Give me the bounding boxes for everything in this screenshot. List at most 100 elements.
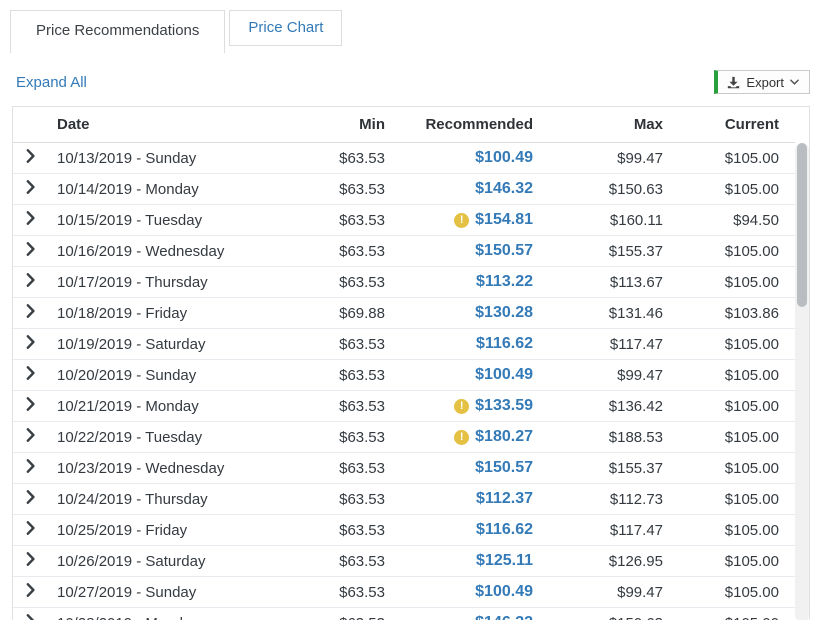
min-price-cell: $63.53 [339, 180, 385, 198]
date-cell: 10/21/2019 - Monday [57, 397, 199, 415]
max-price-cell: $99.47 [617, 149, 663, 167]
table-row[interactable]: 10/17/2019 - Thursday $63.53 ! $113.22 $… [13, 267, 795, 298]
table-row[interactable]: 10/22/2019 - Tuesday $63.53 ! $180.27 $1… [13, 422, 795, 453]
recommended-price-cell: ! $150.57 [399, 459, 549, 477]
expand-row-button[interactable] [13, 490, 57, 508]
recommended-price-cell: ! $146.32 [399, 614, 549, 620]
column-header-min: Min [359, 116, 385, 133]
expand-row-button[interactable] [13, 614, 57, 620]
date-cell: 10/14/2019 - Monday [57, 180, 199, 198]
date-cell: 10/13/2019 - Sunday [57, 149, 197, 167]
expand-row-button[interactable] [13, 211, 57, 229]
recommended-price-cell: ! $112.37 [399, 490, 549, 508]
export-button-label: Export [746, 74, 784, 90]
export-button[interactable]: Export [714, 70, 810, 94]
tab-price-chart[interactable]: Price Chart [229, 10, 343, 46]
table-row[interactable]: 10/15/2019 - Tuesday $63.53 ! $154.81 $1… [13, 205, 795, 236]
max-price-cell: $117.47 [609, 335, 663, 353]
expand-row-button[interactable] [13, 459, 57, 477]
chevron-right-icon [26, 335, 35, 353]
chevron-right-icon [26, 149, 35, 167]
current-price-cell: $105.00 [724, 366, 779, 384]
column-header-recommended: Recommended [425, 116, 533, 133]
chevron-right-icon [26, 273, 35, 291]
table-row[interactable]: 10/26/2019 - Saturday $63.53 ! $125.11 $… [13, 546, 795, 577]
expand-row-button[interactable] [13, 149, 57, 167]
current-price-cell: $105.00 [724, 459, 779, 477]
table-row[interactable]: 10/13/2019 - Sunday $63.53 ! $100.49 $99… [13, 143, 795, 174]
recommended-price-value: $112.37 [476, 490, 533, 507]
table-row[interactable]: 10/24/2019 - Thursday $63.53 ! $112.37 $… [13, 484, 795, 515]
download-icon [727, 76, 740, 89]
column-header-current: Current [724, 116, 779, 133]
expand-row-button[interactable] [13, 242, 57, 260]
current-price-cell: $105.00 [724, 490, 779, 508]
recommended-price-value: $146.32 [475, 180, 533, 197]
table-row[interactable]: 10/23/2019 - Wednesday $63.53 ! $150.57 … [13, 453, 795, 484]
tab-price-recommendations[interactable]: Price Recommendations [10, 10, 226, 53]
min-price-cell: $63.53 [339, 242, 385, 260]
table-row[interactable]: 10/20/2019 - Sunday $63.53 ! $100.49 $99… [13, 360, 795, 391]
current-price-cell: $103.86 [724, 304, 779, 322]
table-body: 10/13/2019 - Sunday $63.53 ! $100.49 $99… [13, 143, 809, 620]
min-price-cell: $63.53 [339, 273, 385, 291]
table-header-row: Date Min Recommended Max Current [13, 107, 795, 143]
expand-row-button[interactable] [13, 335, 57, 353]
expand-row-button[interactable] [13, 273, 57, 291]
max-price-cell: $155.37 [608, 242, 663, 260]
recommended-price-cell: ! $116.62 [399, 521, 549, 539]
expand-row-button[interactable] [13, 304, 57, 322]
min-price-cell: $63.53 [339, 459, 385, 477]
scrollbar-thumb[interactable] [797, 143, 807, 307]
current-price-cell: $105.00 [724, 180, 779, 198]
date-cell: 10/18/2019 - Friday [57, 304, 188, 322]
table-row[interactable]: 10/14/2019 - Monday $63.53 ! $146.32 $15… [13, 174, 795, 205]
expand-row-button[interactable] [13, 428, 57, 446]
chevron-right-icon [26, 180, 35, 198]
max-price-cell: $160.11 [609, 211, 663, 229]
expand-row-button[interactable] [13, 366, 57, 384]
recommended-price-cell: ! $133.59 [399, 397, 549, 415]
recommended-price-value: $154.81 [475, 211, 533, 228]
chevron-down-icon [790, 79, 799, 85]
max-price-cell: $99.47 [617, 366, 663, 384]
table-row[interactable]: 10/18/2019 - Friday $69.88 ! $130.28 $13… [13, 298, 795, 329]
warning-icon: ! [454, 429, 470, 445]
expand-row-button[interactable] [13, 180, 57, 198]
table-row[interactable]: 10/25/2019 - Friday $63.53 ! $116.62 $11… [13, 515, 795, 546]
chevron-right-icon [26, 366, 35, 384]
expand-all-link[interactable]: Expand All [16, 73, 87, 91]
recommended-price-value: $130.28 [475, 304, 533, 321]
recommended-price-cell: ! $116.62 [399, 335, 549, 353]
recommended-price-cell: ! $100.49 [399, 583, 549, 601]
current-price-cell: $105.00 [724, 428, 779, 446]
expand-row-button[interactable] [13, 552, 57, 570]
table-row[interactable]: 10/28/2019 - Monday $63.53 ! $146.32 $15… [13, 608, 795, 620]
table-row[interactable]: 10/27/2019 - Sunday $63.53 ! $100.49 $99… [13, 577, 795, 608]
table-row[interactable]: 10/16/2019 - Wednesday $63.53 ! $150.57 … [13, 236, 795, 267]
recommended-price-cell: ! $100.49 [399, 366, 549, 384]
date-cell: 10/27/2019 - Sunday [57, 583, 197, 601]
table-row[interactable]: 10/19/2019 - Saturday $63.53 ! $116.62 $… [13, 329, 795, 360]
max-price-cell: $126.95 [608, 552, 663, 570]
chevron-right-icon [26, 552, 35, 570]
table-row[interactable]: 10/21/2019 - Monday $63.53 ! $133.59 $13… [13, 391, 795, 422]
current-price-cell: $105.00 [724, 242, 779, 260]
recommended-price-cell: ! $100.49 [399, 149, 549, 167]
expand-row-button[interactable] [13, 583, 57, 601]
recommended-price-value: $100.49 [475, 366, 533, 383]
current-price-cell: $105.00 [724, 335, 779, 353]
current-price-cell: $105.00 [724, 583, 779, 601]
max-price-cell: $117.47 [609, 521, 663, 539]
min-price-cell: $63.53 [339, 149, 385, 167]
expand-row-button[interactable] [13, 397, 57, 415]
chevron-right-icon [26, 459, 35, 477]
vertical-scrollbar[interactable] [795, 143, 809, 620]
max-price-cell: $188.53 [608, 428, 663, 446]
recommended-price-value: $180.27 [475, 428, 533, 445]
date-cell: 10/19/2019 - Saturday [57, 335, 206, 353]
min-price-cell: $63.53 [289, 615, 399, 620]
chevron-right-icon [26, 397, 35, 415]
recommended-price-cell: ! $130.28 [399, 304, 549, 322]
expand-row-button[interactable] [13, 521, 57, 539]
